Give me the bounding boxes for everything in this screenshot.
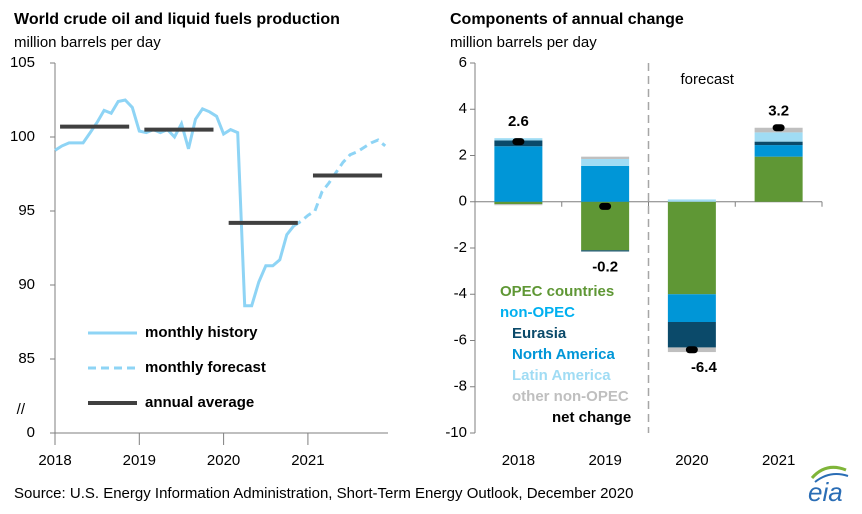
bar-segment <box>581 156 630 159</box>
bar-segment <box>581 165 630 202</box>
y-tick-label: 0 <box>27 424 35 441</box>
bar-segment <box>581 250 630 252</box>
legend-label: Latin America <box>512 367 611 384</box>
legend-label: Eurasia <box>512 325 567 342</box>
x-tick-label: 2018 <box>38 452 71 469</box>
logo-swoosh <box>810 465 847 480</box>
y-tick-label: -6 <box>454 331 467 348</box>
net-change-marker <box>772 124 785 132</box>
y-tick-label: 6 <box>459 54 467 71</box>
legend-label: monthly forecast <box>145 359 266 376</box>
x-tick-label: 2021 <box>291 452 324 469</box>
y-tick-label: -8 <box>454 378 467 395</box>
y-tick-label: -10 <box>445 424 467 441</box>
y-tick-label: 0 <box>459 193 467 210</box>
net-change-marker <box>599 202 612 210</box>
data-label: 3.2 <box>768 103 789 120</box>
logo-swoosh <box>814 473 849 483</box>
y-tick-label: 4 <box>459 100 467 117</box>
chart-title: World crude oil and liquid fuels product… <box>14 11 340 28</box>
x-tick-label: 2020 <box>207 452 240 469</box>
x-tick-label: 2019 <box>123 452 156 469</box>
bar-segment <box>754 145 803 157</box>
legend-label: other non-OPEC <box>512 388 629 405</box>
y-tick-label: 105 <box>10 54 35 71</box>
bar-segment <box>494 201 543 205</box>
bar-segment <box>667 322 716 348</box>
legend-label: net change <box>552 409 631 426</box>
y-tick-label: -4 <box>454 285 467 302</box>
data-label: 2.6 <box>508 113 529 130</box>
y-tick-label: -2 <box>454 239 467 256</box>
x-tick-label: 2019 <box>588 452 621 469</box>
annotation: forecast <box>681 71 735 88</box>
x-tick-label: 2021 <box>762 452 795 469</box>
data-label: -6.4 <box>691 359 718 376</box>
x-tick-label: 2018 <box>502 452 535 469</box>
axis-break: // <box>17 401 26 418</box>
net-change-marker <box>685 346 698 354</box>
legend-label: North America <box>512 346 615 363</box>
net-change-marker <box>512 138 525 146</box>
chart-title: Components of annual change <box>450 11 684 28</box>
y-tick-label: 2 <box>459 146 467 163</box>
bar-segment <box>754 141 803 146</box>
chart-subtitle: million barrels per day <box>450 34 597 51</box>
bar-segment <box>667 199 716 202</box>
y-tick-label: 100 <box>10 128 35 145</box>
legend-label: OPEC countries <box>500 283 614 300</box>
legend-group: non-OPEC <box>500 304 575 321</box>
x-tick-label: 2020 <box>675 452 708 469</box>
legend-label: annual average <box>145 394 254 411</box>
source: Source: U.S. Energy Information Administ… <box>14 485 633 502</box>
bar-segment <box>754 132 803 142</box>
bar-segment <box>494 204 543 206</box>
bar-segment <box>494 146 543 202</box>
bar-segment <box>667 294 716 322</box>
logo: eia <box>808 477 843 507</box>
bar-segment <box>581 158 630 166</box>
y-tick-label: 90 <box>18 276 35 293</box>
legend-label: monthly history <box>145 324 258 341</box>
data-label: -0.2 <box>592 258 618 275</box>
y-tick-label: 95 <box>18 202 35 219</box>
bar-segment <box>754 156 803 202</box>
y-tick-label: 85 <box>18 350 35 367</box>
chart-subtitle: million barrels per day <box>14 34 161 51</box>
data-line <box>293 138 387 228</box>
bar-segment <box>667 201 716 295</box>
